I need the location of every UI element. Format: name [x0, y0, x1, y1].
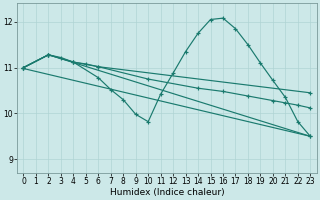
X-axis label: Humidex (Indice chaleur): Humidex (Indice chaleur): [109, 188, 224, 197]
